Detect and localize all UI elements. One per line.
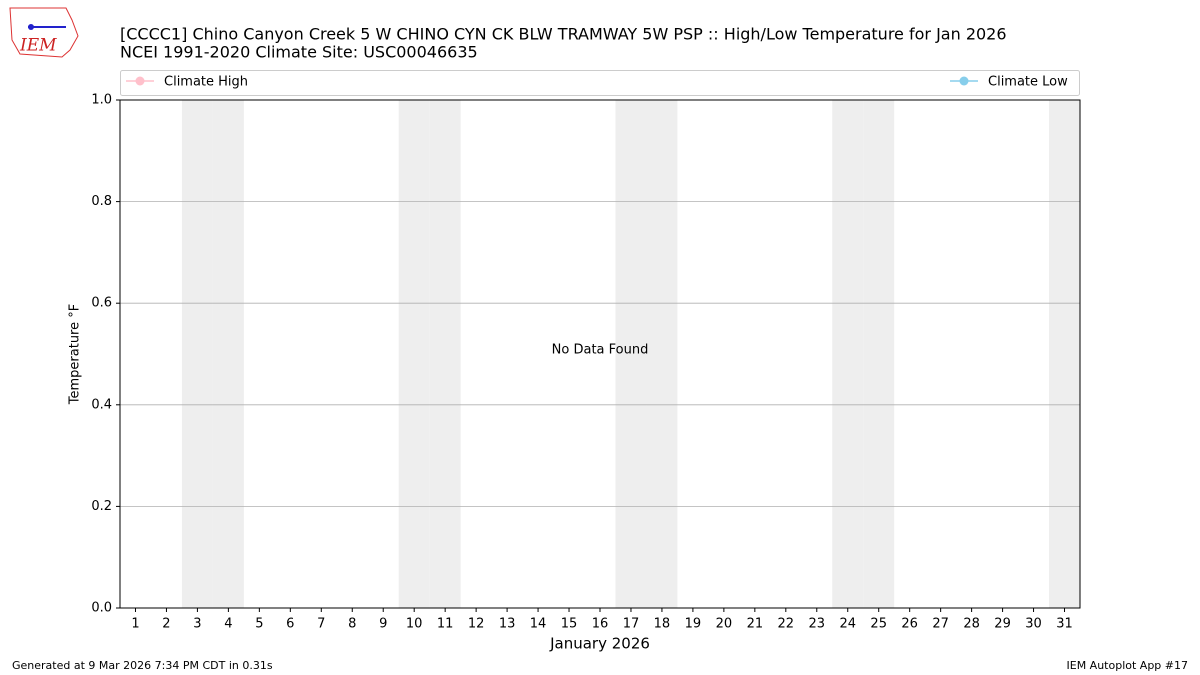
x-tick-label: 18 xyxy=(654,617,671,632)
legend-marker xyxy=(959,76,969,86)
footer-right: IEM Autoplot App #17 xyxy=(1067,659,1189,672)
x-tick-label: 9 xyxy=(379,617,387,632)
x-tick-label: 22 xyxy=(778,617,795,632)
y-tick-label: 0.0 xyxy=(91,601,112,616)
x-tick-label: 21 xyxy=(747,617,764,632)
weekend-shade xyxy=(615,100,647,608)
x-tick-label: 30 xyxy=(1025,617,1042,632)
x-tick-label: 29 xyxy=(994,617,1011,632)
weekend-shade xyxy=(212,100,244,608)
x-tick-label: 20 xyxy=(716,617,733,632)
logo-dot xyxy=(28,24,34,30)
x-tick-label: 8 xyxy=(348,617,356,632)
weekend-shade xyxy=(398,100,430,608)
x-tick-label: 25 xyxy=(870,617,887,632)
plot-frame xyxy=(119,99,1081,609)
x-tick-label: 17 xyxy=(623,617,640,632)
y-axis-label: Temperature °F xyxy=(68,304,83,405)
y-tick-label: 0.4 xyxy=(91,397,112,412)
x-axis-label: January 2026 xyxy=(549,635,650,653)
x-tick-label: 4 xyxy=(224,617,232,632)
annotation: No Data Found xyxy=(552,343,649,358)
x-tick-label: 19 xyxy=(685,617,702,632)
x-tick-label: 5 xyxy=(255,617,263,632)
x-tick-label: 24 xyxy=(839,617,856,632)
weekend-shade xyxy=(832,100,864,608)
legend-label: Climate High xyxy=(164,75,248,90)
weekend-shade xyxy=(863,100,895,608)
x-tick-label: 16 xyxy=(592,617,609,632)
y-tick-label: 0.8 xyxy=(91,194,112,209)
chart-subtitle: NCEI 1991-2020 Climate Site: USC00046635 xyxy=(120,43,478,62)
x-tick-label: 23 xyxy=(809,617,826,632)
weekend-shade xyxy=(646,100,678,608)
x-tick-label: 26 xyxy=(901,617,918,632)
legend-box xyxy=(120,70,1080,96)
logo-outline xyxy=(9,7,79,58)
x-tick-label: 13 xyxy=(499,617,516,632)
x-tick-label: 6 xyxy=(286,617,294,632)
x-tick-label: 10 xyxy=(406,617,423,632)
logo-text: IEM xyxy=(19,36,57,56)
weekend-shade xyxy=(181,100,213,608)
y-tick-label: 0.2 xyxy=(91,499,112,514)
x-tick-label: 2 xyxy=(162,617,170,632)
chart-title: [CCCC1] Chino Canyon Creek 5 W CHINO CYN… xyxy=(120,25,1007,44)
x-tick-label: 1 xyxy=(131,617,139,632)
x-tick-label: 27 xyxy=(932,617,949,632)
weekend-shade xyxy=(429,100,461,608)
plot-area: 0.00.20.40.60.81.01 2 3 4 5 6 7 8 9 10 11 12 13 14 15 1… xyxy=(91,93,1081,632)
x-tick-label: 14 xyxy=(530,617,547,632)
x-tick-label: 3 xyxy=(193,617,201,632)
weekend-shade xyxy=(1049,100,1080,608)
x-tick-label: 31 xyxy=(1056,617,1073,632)
legend-label: Climate Low xyxy=(988,75,1068,90)
x-tick-label: 7 xyxy=(317,617,325,632)
y-tick-label: 1.0 xyxy=(91,93,112,108)
logo: IEM xyxy=(9,7,79,58)
footer-left: Generated at 9 Mar 2026 7:34 PM CDT in 0… xyxy=(12,659,273,672)
x-tick-label: 12 xyxy=(468,617,485,632)
y-tick-label: 0.6 xyxy=(91,296,112,311)
x-tick-label: 15 xyxy=(561,617,578,632)
x-tick-label: 11 xyxy=(437,617,454,632)
legend-marker xyxy=(135,76,145,86)
x-tick-label: 28 xyxy=(963,617,980,632)
